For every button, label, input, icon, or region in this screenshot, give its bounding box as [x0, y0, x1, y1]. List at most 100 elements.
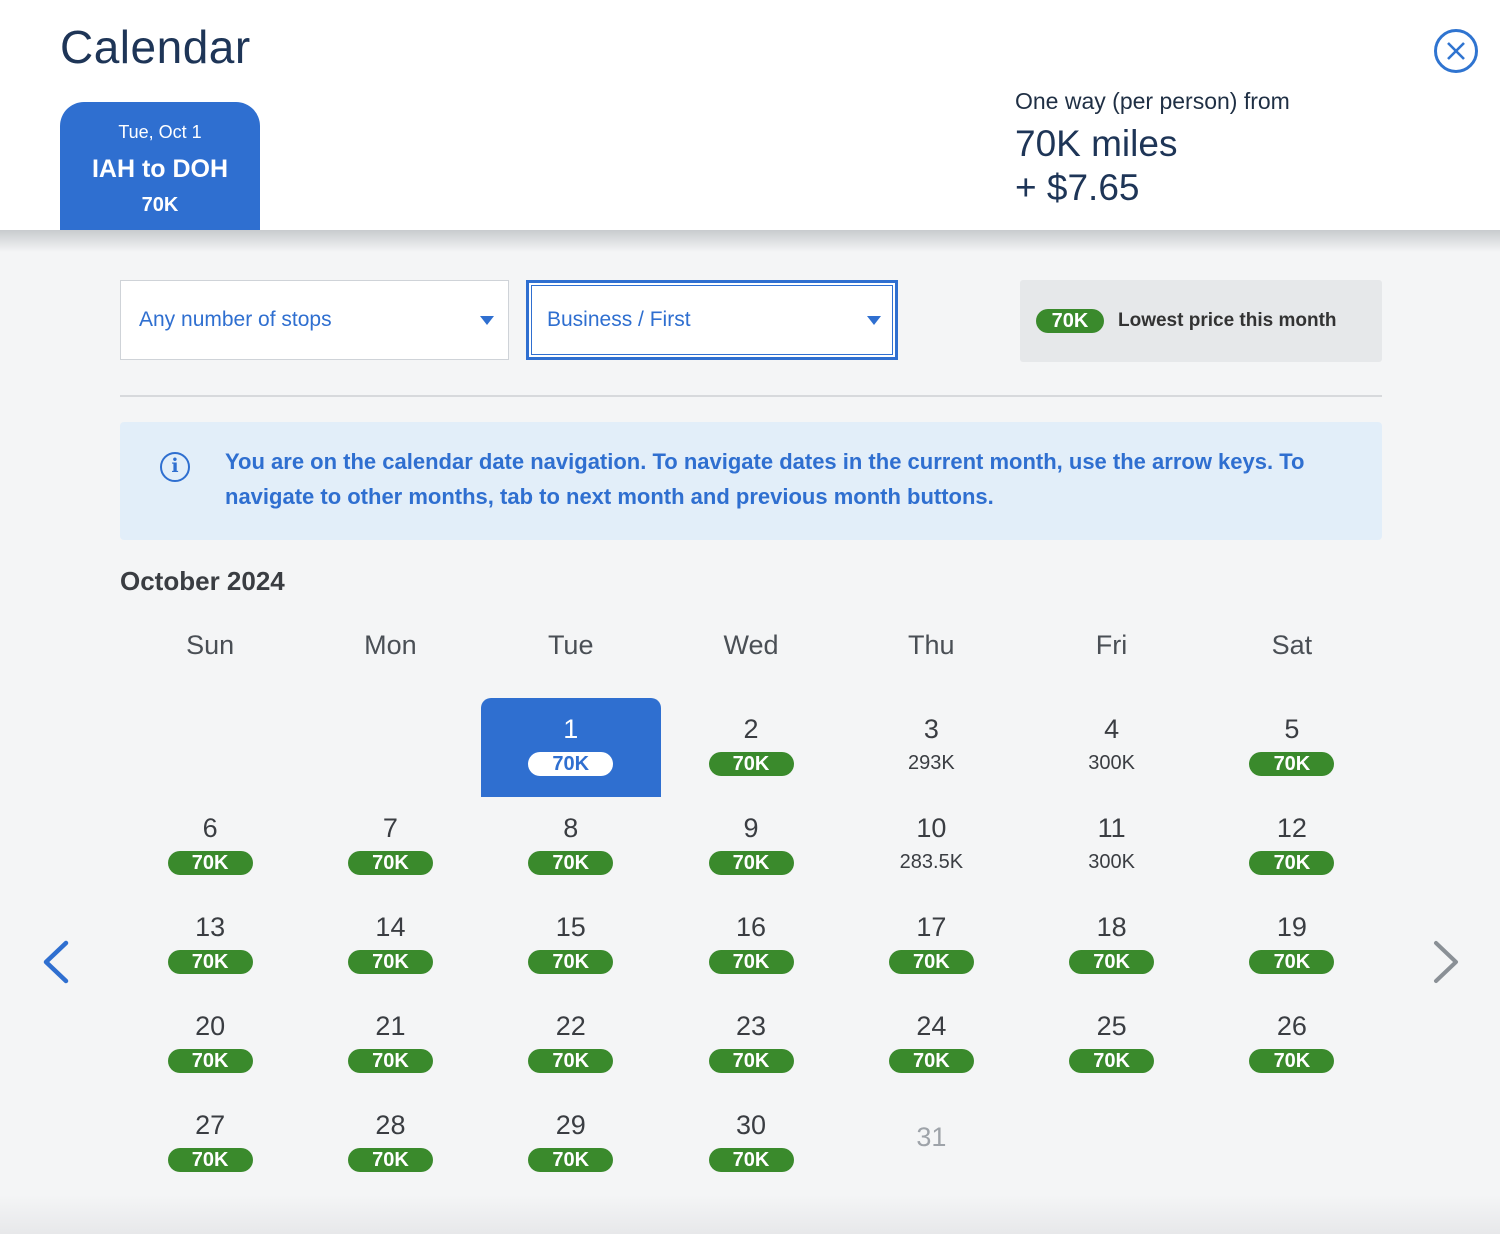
trip-price: 70K — [141, 194, 179, 216]
lowest-price-badge: 70K — [708, 1049, 794, 1073]
info-text: You are on the calendar date navigation.… — [225, 449, 1305, 509]
lowest-price-badge: 70K — [347, 851, 433, 875]
trip-tab[interactable]: Tue, Oct 1 IAH to DOH 70K — [60, 102, 260, 230]
lowest-price-badge: 70K — [167, 851, 253, 875]
caret-down-icon — [480, 315, 494, 325]
day-cell[interactable]: 5 70K — [1202, 698, 1382, 797]
stops-select[interactable]: Any number of stops — [120, 280, 509, 360]
day-cell[interactable]: 3 293K — [841, 698, 1021, 797]
day-number: 18 — [1096, 912, 1127, 942]
lowest-price-badge: 70K — [708, 752, 794, 776]
day-number: 25 — [1096, 1011, 1127, 1041]
day-cell[interactable]: 30 70K — [661, 1094, 841, 1193]
lowest-price-badge: 70K — [888, 950, 974, 974]
legend-badge: 70K — [1036, 309, 1104, 333]
weekday-label: Sat — [1271, 630, 1313, 660]
day-number: 5 — [1284, 714, 1300, 744]
day-number: 6 — [202, 813, 218, 843]
lowest-price-badge: 70K — [708, 1148, 794, 1172]
day-cell[interactable]: 22 70K — [481, 995, 661, 1094]
day-number: 1 — [563, 714, 579, 744]
day-number: 11 — [1097, 813, 1126, 843]
day-cell[interactable]: 9 70K — [661, 797, 841, 896]
day-cell[interactable]: 28 70K — [300, 1094, 480, 1193]
day-price: 293K — [907, 752, 955, 774]
lowest-price-badge: 70K — [1249, 851, 1335, 875]
lowest-price-badge: 70K — [528, 1148, 614, 1172]
lowest-price-badge: 70K — [347, 1148, 433, 1172]
previous-month-button[interactable] — [38, 940, 78, 984]
day-cell[interactable]: 27 70K — [120, 1094, 300, 1193]
lowest-price-badge: 70K — [1069, 950, 1155, 974]
day-cell[interactable]: 15 70K — [481, 896, 661, 995]
day-number: 4 — [1104, 714, 1120, 744]
weekday-label: Mon — [364, 630, 417, 660]
day-cell[interactable]: 19 70K — [1202, 896, 1382, 995]
day-cell[interactable]: 25 70K — [1021, 995, 1201, 1094]
day-cell[interactable]: 6 70K — [120, 797, 300, 896]
weekday-label: Thu — [908, 630, 955, 660]
day-cell[interactable]: 20 70K — [120, 995, 300, 1094]
day-number: 20 — [195, 1011, 226, 1041]
day-number: 30 — [736, 1110, 767, 1140]
fare-label: One way (per person) from — [1015, 88, 1290, 114]
day-number: 13 — [195, 912, 226, 942]
day-number: 12 — [1276, 813, 1307, 843]
lowest-price-badge: 70K — [347, 1049, 433, 1073]
day-cell[interactable]: 26 70K — [1202, 995, 1382, 1094]
weekday-label: Sun — [186, 630, 235, 660]
legend-text: Lowest price this month — [1118, 310, 1337, 331]
day-number: 21 — [375, 1011, 406, 1041]
day-number: 2 — [743, 714, 759, 744]
day-cell[interactable]: 29 70K — [481, 1094, 661, 1193]
day-price: 300K — [1088, 851, 1135, 873]
day-cell[interactable]: 14 70K — [300, 896, 480, 995]
day-price: 283.5K — [899, 851, 964, 873]
day-number: 3 — [923, 714, 939, 744]
lowest-price-badge: 70K — [1249, 1049, 1335, 1073]
day-cell[interactable]: 13 70K — [120, 896, 300, 995]
day-cell[interactable]: 18 70K — [1021, 896, 1201, 995]
cabin-select[interactable]: Business / First — [526, 280, 898, 360]
day-cell[interactable]: 23 70K — [661, 995, 841, 1094]
trip-date: Tue, Oct 1 — [118, 122, 202, 142]
trip-route: IAH to DOH — [91, 155, 229, 183]
day-cell[interactable]: 12 70K — [1202, 797, 1382, 896]
day-cell[interactable]: 21 70K — [300, 995, 480, 1094]
day-number: 16 — [736, 912, 767, 942]
lowest-price-badge: 70K — [347, 950, 433, 974]
day-cell[interactable]: 4 300K — [1021, 698, 1201, 797]
day-number: 27 — [195, 1110, 226, 1140]
fare-summary: One way (per person) from 70K miles + $7… — [1015, 88, 1290, 209]
divider — [120, 395, 1382, 397]
day-cell[interactable]: 7 70K — [300, 797, 480, 896]
day-number: 19 — [1276, 912, 1307, 942]
lowest-price-badge: 70K — [167, 1148, 253, 1172]
lowest-price-badge: 70K — [708, 950, 794, 974]
day-cell[interactable]: 10 283.5K — [841, 797, 1021, 896]
lowest-price-badge: 70K — [1249, 950, 1335, 974]
day-number: 9 — [743, 813, 759, 843]
day-cell-selected[interactable]: 1 70K — [480, 698, 661, 797]
day-cell[interactable]: 2 70K — [661, 698, 841, 797]
day-cell[interactable]: 17 70K — [841, 896, 1021, 995]
calendar-grid: 1 70K 2 70K 3 293K 4 300K 5 70K 6 70K 7 70K 8 70K 9 70K 10… — [120, 698, 1382, 1193]
cabin-select-value: Business / First — [547, 308, 691, 331]
empty-day-cell — [120, 698, 300, 797]
stops-select-value: Any number of stops — [139, 308, 332, 331]
day-number: 26 — [1276, 1011, 1307, 1041]
calendar-header: Calendar Tue, Oct 1 IAH to DOH 70K One w… — [0, 0, 1500, 230]
price-legend: 70K Lowest price this month — [1020, 280, 1382, 362]
day-cell[interactable]: 8 70K — [481, 797, 661, 896]
day-number: 17 — [916, 912, 947, 942]
next-month-button[interactable] — [1424, 940, 1464, 984]
fare-miles: 70K miles — [1015, 123, 1178, 164]
day-cell[interactable]: 24 70K — [841, 995, 1021, 1094]
lowest-price-badge: 70K — [528, 1049, 614, 1073]
day-cell[interactable]: 16 70K — [661, 896, 841, 995]
day-cell[interactable]: 11 300K — [1021, 797, 1201, 896]
month-title: October 2024 — [120, 566, 285, 596]
day-number: 22 — [555, 1011, 586, 1041]
lowest-price-badge: 70K — [888, 1049, 974, 1073]
close-button[interactable] — [1434, 29, 1478, 73]
